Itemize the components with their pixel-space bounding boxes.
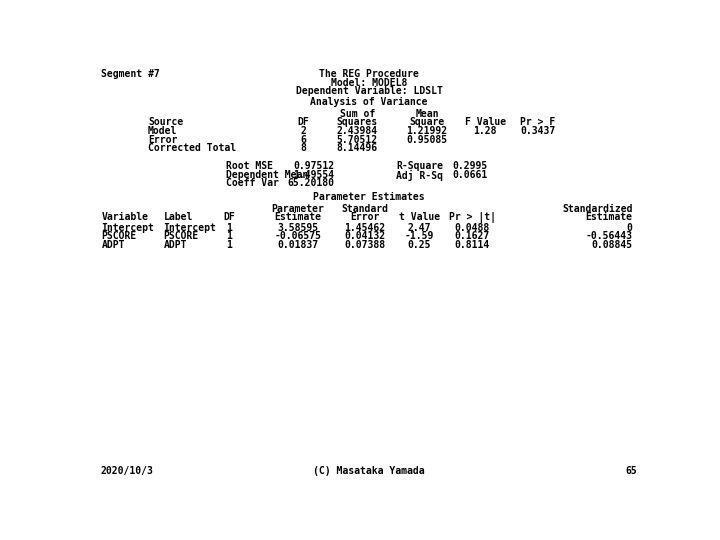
Text: 1.28: 1.28	[474, 126, 497, 137]
Text: 5.70512: 5.70512	[337, 135, 378, 145]
Text: Label: Label	[163, 212, 193, 222]
Text: 1: 1	[227, 222, 233, 233]
Text: Error: Error	[351, 212, 380, 222]
Text: 0.01837: 0.01837	[277, 240, 318, 249]
Text: ADPT: ADPT	[102, 240, 125, 249]
Text: Analysis of Variance: Analysis of Variance	[310, 97, 428, 107]
Text: PSCORE: PSCORE	[163, 231, 199, 241]
Text: 0.0488: 0.0488	[454, 222, 490, 233]
Text: 0.1627: 0.1627	[454, 231, 490, 241]
Text: 65: 65	[626, 466, 637, 476]
Text: Model: MODEL8: Model: MODEL8	[330, 78, 408, 88]
Text: Source: Source	[148, 117, 184, 127]
Text: Parameter: Parameter	[271, 204, 324, 214]
Text: (C) Masataka Yamada: (C) Masataka Yamada	[313, 466, 425, 476]
Text: DF: DF	[224, 212, 235, 222]
Text: 2020/10/3: 2020/10/3	[101, 466, 154, 476]
Text: -0.06575: -0.06575	[274, 231, 321, 241]
Text: 0.3437: 0.3437	[521, 126, 556, 137]
Text: 3.58595: 3.58595	[277, 222, 318, 233]
Text: Pr > F: Pr > F	[521, 117, 556, 127]
Text: F Value: F Value	[464, 117, 506, 127]
Text: DF: DF	[297, 117, 309, 127]
Text: 1.21992: 1.21992	[407, 126, 448, 137]
Text: 2.43984: 2.43984	[337, 126, 378, 137]
Text: Variable: Variable	[102, 212, 148, 222]
Text: 0.8114: 0.8114	[454, 240, 490, 249]
Text: The REG Procedure: The REG Procedure	[319, 70, 419, 79]
Text: Intercept: Intercept	[163, 222, 217, 233]
Text: Intercept: Intercept	[102, 222, 155, 233]
Text: Parameter Estimates: Parameter Estimates	[313, 192, 425, 202]
Text: 8: 8	[300, 143, 306, 153]
Text: t Value: t Value	[399, 212, 440, 222]
Text: Standardized: Standardized	[562, 204, 632, 214]
Text: -1.59: -1.59	[405, 231, 434, 241]
Text: Corrected Total: Corrected Total	[148, 143, 236, 153]
Text: Dependent Mean: Dependent Mean	[225, 170, 308, 179]
Text: Segment #7: Segment #7	[101, 70, 160, 79]
Text: 0.97512: 0.97512	[293, 161, 334, 171]
Text: Dependent Variable: LDSLT: Dependent Variable: LDSLT	[296, 86, 442, 97]
Text: 2.47: 2.47	[408, 222, 431, 233]
Text: 0.25: 0.25	[408, 240, 431, 249]
Text: 0.2995: 0.2995	[453, 161, 488, 171]
Text: 1.45462: 1.45462	[345, 222, 386, 233]
Text: 0.08845: 0.08845	[591, 240, 632, 249]
Text: Estimate: Estimate	[585, 212, 632, 222]
Text: 65.20180: 65.20180	[287, 178, 334, 188]
Text: Model: Model	[148, 126, 178, 137]
Text: 8.14496: 8.14496	[337, 143, 378, 153]
Text: Standard: Standard	[341, 204, 389, 214]
Text: R-Square: R-Square	[396, 161, 443, 171]
Text: Coeff Var: Coeff Var	[225, 178, 279, 188]
Text: Mean: Mean	[415, 110, 439, 119]
Text: Error: Error	[148, 135, 178, 145]
Text: 0.0661: 0.0661	[453, 170, 488, 179]
Text: 2: 2	[300, 126, 306, 137]
Text: 0.04132: 0.04132	[345, 231, 386, 241]
Text: Estimate: Estimate	[274, 212, 321, 222]
Text: 0: 0	[626, 222, 632, 233]
Text: Square: Square	[410, 117, 445, 127]
Text: Squares: Squares	[337, 117, 378, 127]
Text: 1: 1	[227, 231, 233, 241]
Text: -0.56443: -0.56443	[585, 231, 632, 241]
Text: ADPT: ADPT	[163, 240, 187, 249]
Text: 6: 6	[300, 135, 306, 145]
Text: Adj R-Sq: Adj R-Sq	[396, 170, 443, 180]
Text: PSCORE: PSCORE	[102, 231, 137, 241]
Text: 1: 1	[227, 240, 233, 249]
Text: Sum of: Sum of	[340, 110, 375, 119]
Text: 0.07388: 0.07388	[345, 240, 386, 249]
Text: Root MSE: Root MSE	[225, 161, 273, 171]
Text: 1.49554: 1.49554	[293, 170, 334, 179]
Text: 0.95085: 0.95085	[407, 135, 448, 145]
Text: Pr > |t|: Pr > |t|	[449, 212, 495, 223]
